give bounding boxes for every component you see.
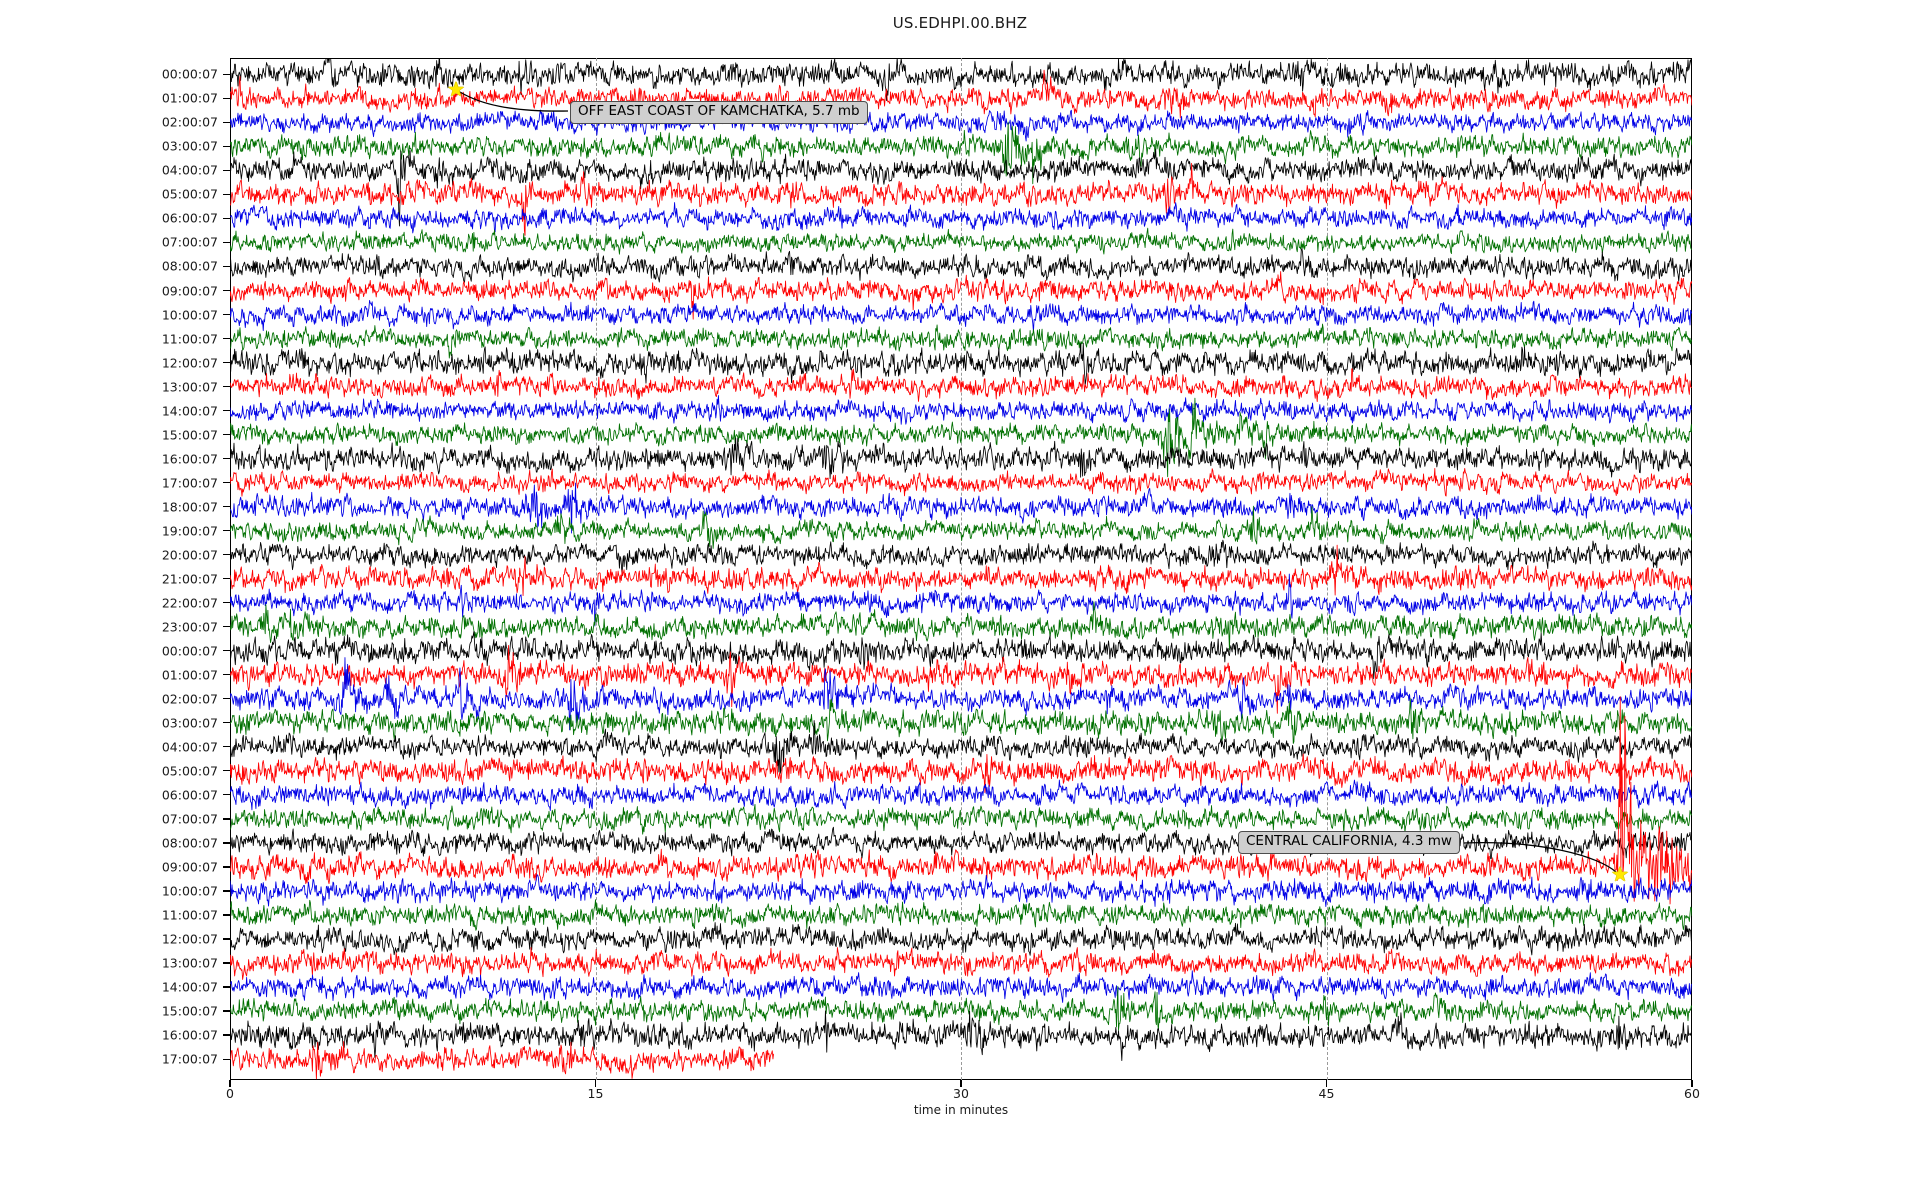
y-tick-label-row-2: 02:00:07	[161, 114, 218, 130]
y-tick-mark-row-13	[223, 385, 230, 388]
y-tick-mark-row-31	[223, 818, 230, 820]
y-tick-label-row-5: 05:00:07	[161, 186, 218, 202]
y-tick-label-row-23: 23:00:07	[161, 619, 218, 635]
y-tick-mark-row-15	[223, 434, 230, 436]
x-tick-mark-60	[1691, 1080, 1693, 1087]
y-tick-label-row-30: 06:00:07	[161, 787, 218, 803]
y-tick-mark-row-37	[223, 962, 230, 964]
seismogram-traces-canvas	[230, 58, 1692, 1080]
y-tick-mark-row-28	[223, 746, 230, 748]
y-tick-label-row-34: 10:00:07	[161, 883, 218, 899]
y-tick-mark-row-4	[223, 169, 230, 171]
y-tick-mark-row-16	[223, 458, 230, 460]
y-tick-label-row-19: 19:00:07	[161, 523, 218, 539]
y-tick-mark-row-1	[223, 97, 230, 99]
y-tick-label-row-41: 17:00:07	[161, 1051, 218, 1067]
y-tick-label-row-1: 01:00:07	[161, 90, 218, 106]
y-tick-label-row-13: 13:00:07	[161, 379, 218, 395]
x-tick-label-45: 45	[1318, 1086, 1335, 1101]
y-tick-mark-row-29	[223, 770, 230, 772]
y-tick-mark-row-30	[223, 794, 230, 796]
y-tick-mark-row-20	[223, 554, 230, 556]
y-tick-label-row-38: 14:00:07	[161, 979, 218, 995]
y-tick-label-row-29: 05:00:07	[161, 763, 218, 779]
y-tick-mark-row-14	[223, 409, 230, 412]
y-tick-mark-row-21	[223, 578, 230, 580]
y-tick-label-row-6: 06:00:07	[161, 210, 218, 226]
y-tick-mark-row-0	[223, 73, 230, 75]
y-tick-label-row-3: 03:00:07	[161, 138, 218, 154]
y-tick-label-row-22: 22:00:07	[161, 595, 218, 611]
y-tick-label-row-11: 11:00:07	[161, 331, 218, 347]
y-tick-label-row-0: 00:00:07	[161, 66, 218, 82]
y-tick-label-row-26: 02:00:07	[161, 691, 218, 707]
y-tick-label-row-37: 13:00:07	[161, 955, 218, 971]
y-tick-mark-row-41	[223, 1058, 230, 1060]
y-tick-label-row-7: 07:00:07	[161, 234, 218, 250]
y-tick-mark-row-33	[223, 866, 230, 868]
y-tick-mark-row-38	[223, 986, 230, 988]
y-tick-label-row-28: 04:00:07	[161, 739, 218, 755]
y-tick-label-row-25: 01:00:07	[161, 667, 218, 683]
y-tick-mark-row-24	[223, 650, 230, 652]
y-tick-label-row-32: 08:00:07	[161, 835, 218, 851]
y-tick-label-row-33: 09:00:07	[161, 859, 218, 875]
y-tick-label-row-39: 15:00:07	[161, 1003, 218, 1019]
y-tick-label-row-21: 21:00:07	[161, 571, 218, 587]
y-tick-mark-row-10	[223, 313, 230, 316]
y-tick-mark-row-26	[223, 698, 230, 700]
y-tick-mark-row-27	[223, 722, 230, 724]
y-tick-mark-row-7	[223, 241, 230, 244]
y-tick-mark-row-17	[223, 482, 230, 484]
y-tick-label-row-35: 11:00:07	[161, 907, 218, 923]
y-tick-mark-row-3	[223, 145, 230, 147]
y-tick-mark-row-34	[223, 890, 230, 892]
y-tick-mark-row-22	[223, 602, 230, 604]
y-tick-label-row-17: 17:00:07	[161, 475, 218, 491]
y-tick-label-row-4: 04:00:07	[161, 162, 218, 178]
x-tick-mark-30	[960, 1080, 962, 1087]
y-tick-mark-row-36	[223, 938, 230, 940]
x-tick-label-60: 60	[1684, 1086, 1700, 1101]
y-tick-mark-row-12	[223, 361, 230, 364]
y-tick-label-row-16: 16:00:07	[161, 451, 218, 467]
x-axis-label: time in minutes	[913, 1103, 1009, 1117]
y-tick-label-row-14: 14:00:07	[161, 403, 218, 419]
y-tick-label-row-27: 03:00:07	[161, 715, 218, 731]
y-tick-label-row-15: 15:00:07	[161, 427, 218, 443]
x-tick-label-0: 0	[226, 1086, 234, 1101]
y-tick-label-row-8: 08:00:07	[161, 258, 218, 274]
y-tick-label-row-18: 18:00:07	[161, 499, 218, 515]
y-tick-mark-row-23	[223, 626, 230, 628]
y-tick-mark-row-9	[223, 289, 230, 292]
y-tick-mark-row-2	[223, 121, 230, 123]
y-tick-mark-row-25	[223, 674, 230, 676]
y-tick-mark-row-35	[223, 914, 230, 916]
y-tick-mark-row-18	[223, 506, 230, 508]
y-tick-label-row-36: 12:00:07	[161, 931, 218, 947]
y-tick-mark-row-39	[223, 1010, 230, 1012]
x-tick-label-30: 30	[953, 1086, 969, 1101]
y-tick-label-row-40: 16:00:07	[161, 1027, 218, 1043]
y-tick-label-row-12: 12:00:07	[161, 355, 218, 371]
y-tick-mark-row-5	[223, 193, 230, 195]
y-tick-label-row-31: 07:00:07	[161, 811, 218, 827]
y-tick-mark-row-40	[223, 1034, 230, 1036]
x-tick-mark-15	[594, 1080, 597, 1087]
y-tick-label-row-9: 09:00:07	[161, 283, 218, 298]
x-tick-mark-45	[1325, 1080, 1328, 1087]
y-tick-mark-row-6	[223, 217, 230, 220]
y-tick-label-row-20: 20:00:07	[161, 547, 218, 563]
page-title: US.EDHPI.00.BHZ	[892, 14, 1028, 32]
y-tick-mark-row-8	[223, 265, 230, 268]
y-tick-label-row-10: 10:00:07	[161, 307, 218, 323]
y-tick-mark-row-11	[223, 337, 230, 340]
x-tick-mark-0	[229, 1080, 231, 1087]
y-tick-mark-row-19	[223, 530, 230, 532]
y-tick-mark-row-32	[223, 842, 230, 844]
y-tick-label-row-24: 00:00:07	[161, 643, 218, 659]
x-tick-label-15: 15	[587, 1086, 604, 1101]
